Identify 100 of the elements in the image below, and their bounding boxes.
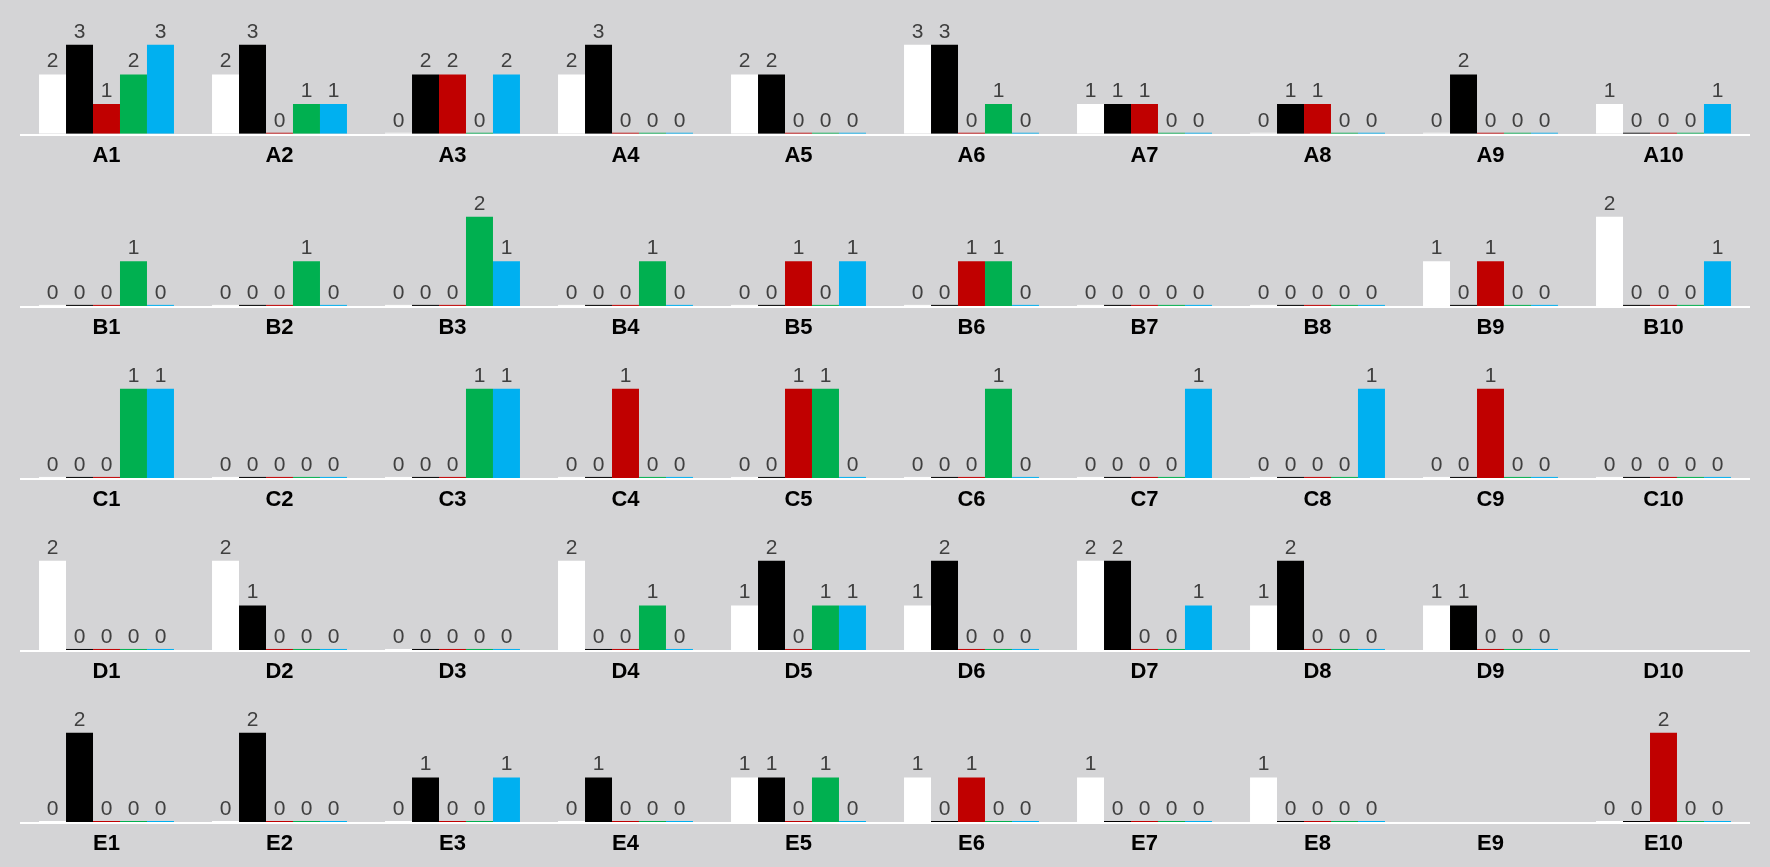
data-label: 0 [673, 107, 686, 131]
data-label: 1 [1365, 362, 1378, 386]
data-label: 0 [646, 107, 659, 131]
data-label: 1 [1430, 579, 1443, 603]
data-label: 0 [619, 623, 632, 647]
x-tick-label: E5 [785, 830, 812, 856]
data-label: 3 [911, 18, 924, 42]
data-label: 0 [327, 796, 340, 819]
data-label: 2 [938, 534, 951, 558]
data-label: 0 [219, 796, 232, 819]
data-label: 0 [1111, 796, 1124, 819]
data-label: 0 [1165, 107, 1178, 131]
data-label: 0 [619, 279, 632, 303]
bar [931, 44, 959, 134]
x-tick-label: D10 [1643, 658, 1684, 684]
data-label: 0 [1511, 623, 1524, 647]
data-label: 0 [392, 796, 405, 819]
data-label: 0 [1257, 279, 1270, 303]
data-label: 2 [765, 48, 778, 72]
x-tick-label: A5 [784, 142, 813, 168]
data-label: 0 [992, 623, 1005, 647]
data-label: 0 [1484, 107, 1497, 131]
x-tick-label: E2 [266, 830, 293, 856]
data-label: 0 [965, 451, 978, 475]
data-label: 0 [419, 279, 432, 303]
bar [1450, 74, 1478, 134]
x-tick-label: B6 [957, 314, 986, 340]
data-label: 1 [127, 362, 140, 386]
data-label: 0 [765, 279, 778, 303]
data-label: 2 [1657, 706, 1670, 730]
x-tick-label: C1 [92, 486, 121, 512]
bar [1104, 104, 1132, 134]
data-label: 0 [473, 796, 486, 819]
data-label: 0 [1257, 107, 1270, 131]
x-tick-label: D3 [438, 658, 467, 684]
data-label: 0 [1365, 623, 1378, 647]
data-label: 1 [965, 751, 978, 775]
x-tick-label: A10 [1643, 142, 1684, 168]
data-label: 1 [819, 362, 832, 386]
data-label: 2 [765, 534, 778, 558]
data-label: 0 [419, 451, 432, 475]
data-label: 0 [300, 451, 313, 475]
data-label: 0 [46, 279, 59, 303]
x-tick-label: B7 [1130, 314, 1159, 340]
data-label: 0 [1084, 279, 1097, 303]
data-label: 0 [792, 796, 805, 819]
data-label: 0 [1165, 279, 1178, 303]
data-label: 1 [992, 78, 1005, 102]
data-label: 0 [1657, 107, 1670, 131]
data-label: 0 [592, 451, 605, 475]
data-label: 1 [992, 362, 1005, 386]
data-label: 0 [765, 451, 778, 475]
data-label: 1 [992, 235, 1005, 259]
bar [146, 44, 174, 134]
x-tick-label: C5 [784, 486, 813, 512]
data-label: 1 [500, 235, 513, 259]
bar [1304, 104, 1331, 134]
x-tick-label: C3 [438, 486, 467, 512]
data-label: 0 [500, 623, 513, 647]
data-label: 0 [1138, 796, 1151, 819]
x-tick-label: E8 [1304, 830, 1331, 856]
data-label: 1 [792, 362, 805, 386]
data-label: 0 [1338, 451, 1351, 475]
data-label: 0 [1484, 623, 1497, 647]
data-label: 0 [446, 451, 459, 475]
x-tick-label: D6 [957, 658, 986, 684]
data-label: 2 [127, 48, 140, 72]
data-label: 0 [273, 796, 286, 819]
data-label: 1 [1111, 78, 1124, 102]
data-label: 2 [246, 706, 259, 730]
data-label: 1 [792, 235, 805, 259]
data-label: 0 [738, 451, 751, 475]
data-label: 1 [500, 751, 513, 775]
x-tick-label: A4 [611, 142, 641, 168]
data-label: 0 [1457, 451, 1470, 475]
data-label: 0 [1084, 451, 1097, 475]
data-label: 0 [792, 107, 805, 131]
x-tick-label: B3 [438, 314, 467, 340]
data-label: 0 [1192, 796, 1205, 819]
data-label: 0 [1311, 451, 1324, 475]
data-label: 1 [246, 579, 259, 603]
bar [585, 44, 613, 134]
data-label: 0 [1365, 279, 1378, 303]
data-label: 0 [1019, 107, 1032, 131]
data-label: 0 [100, 623, 113, 647]
data-label: 0 [673, 623, 686, 647]
data-label: 0 [1365, 107, 1378, 131]
data-label: 1 [154, 362, 167, 386]
bar [239, 44, 267, 134]
data-label: 2 [219, 534, 232, 558]
data-label: 3 [938, 18, 951, 42]
data-label: 0 [1538, 451, 1551, 475]
data-label: 0 [1603, 796, 1616, 819]
data-label: 0 [473, 623, 486, 647]
x-tick-label: A7 [1130, 142, 1159, 168]
data-label: 0 [127, 796, 140, 819]
data-label: 0 [273, 107, 286, 131]
data-label: 0 [327, 623, 340, 647]
data-label: 0 [992, 796, 1005, 819]
data-label: 2 [1111, 534, 1124, 558]
